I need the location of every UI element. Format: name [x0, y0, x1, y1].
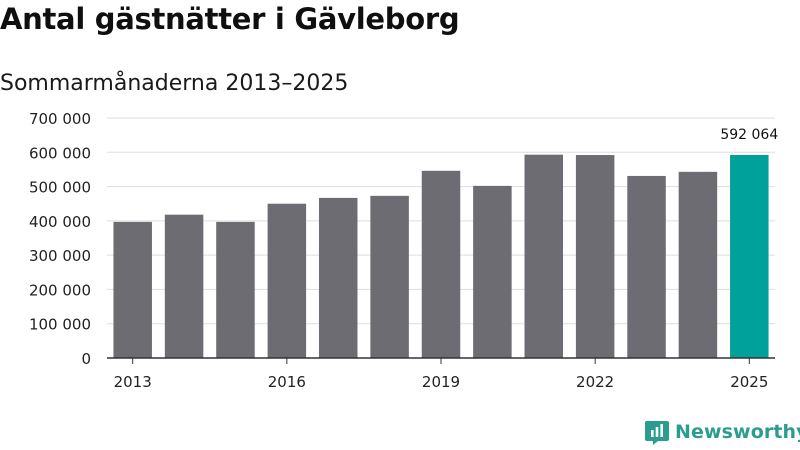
- bar-2023: [627, 175, 666, 358]
- brand-logo: Newsworthy: [645, 419, 800, 445]
- y-tick-label: 300 000: [29, 247, 91, 265]
- brand-name: Newsworthy: [675, 421, 800, 443]
- x-tick-label: 2013: [114, 373, 152, 391]
- bar-2024: [678, 171, 718, 358]
- y-tick-label: 400 000: [29, 213, 91, 231]
- y-tick-label: 200 000: [29, 281, 91, 299]
- y-tick-label: 500 000: [29, 179, 91, 197]
- bar-2016: [267, 203, 307, 358]
- y-tick-label: 100 000: [29, 316, 91, 334]
- bar-2021: [524, 154, 564, 358]
- bar-2020: [473, 185, 512, 358]
- bar-2019: [421, 170, 461, 358]
- bar-2013: [113, 221, 152, 358]
- bar-2022: [575, 155, 615, 358]
- newsworthy-logo-icon: [645, 421, 669, 445]
- y-tick-label: 700 000: [29, 110, 91, 128]
- x-tick-label: 2025: [730, 373, 768, 391]
- x-tick-label: 2022: [576, 373, 614, 391]
- y-tick-label: 0: [81, 350, 91, 368]
- bar-2014: [164, 214, 204, 358]
- bar-2025: [730, 155, 769, 358]
- bar-2018: [370, 195, 409, 358]
- y-tick-label: 600 000: [29, 144, 91, 162]
- chart-subtitle: Sommarmånaderna 2013–2025: [0, 71, 349, 96]
- x-tick-label: 2016: [268, 373, 306, 391]
- bar-2015: [216, 221, 255, 358]
- bar-2017: [318, 197, 358, 358]
- chart-title: Antal gästnätter i Gävleborg: [0, 2, 460, 36]
- x-tick-label: 2019: [422, 373, 460, 391]
- data-label: 592 064: [720, 127, 778, 143]
